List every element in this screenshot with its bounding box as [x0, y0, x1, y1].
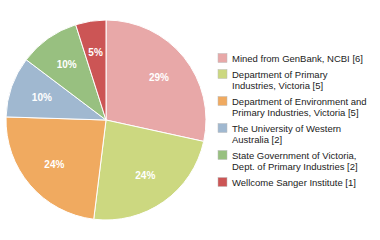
legend-label: Department of Environment andPrimary Ind… — [232, 96, 367, 118]
legend-label-line: Mined from GenBank, NCBI [6] — [232, 53, 363, 64]
legend-item: State Government of Victoria,Dept. of Pr… — [218, 150, 358, 172]
legend-label-line: Department of Environment and — [232, 96, 367, 107]
pie-slice — [94, 120, 204, 220]
legend-swatch — [218, 97, 227, 106]
legend-swatch — [218, 124, 227, 133]
legend-label-line: Industries, Victoria [5] — [232, 80, 323, 91]
data-label: 24% — [135, 170, 155, 181]
legend-swatch — [218, 70, 227, 79]
legend-item: Wellcome Sanger Institute [1] — [218, 177, 356, 188]
legend-label-line: Department of Primary — [232, 69, 328, 80]
legend-item: Mined from GenBank, NCBI [6] — [218, 53, 363, 64]
legend-item: The University of WesternAustralia [2] — [218, 123, 341, 145]
legend-label-line: State Government of Victoria, — [232, 150, 356, 161]
data-label: 29% — [149, 72, 169, 83]
data-label: 10% — [57, 59, 77, 70]
legend-label: Wellcome Sanger Institute [1] — [232, 177, 356, 188]
legend-label: The University of WesternAustralia [2] — [232, 123, 341, 145]
data-label: 10% — [32, 92, 52, 103]
legend-label: State Government of Victoria,Dept. of Pr… — [232, 150, 358, 172]
pie-slice — [6, 117, 106, 219]
pie — [6, 20, 206, 220]
legend-label-line: Primary Industries, Victoria [5] — [232, 107, 359, 118]
legend: Mined from GenBank, NCBI [6] Department o… — [218, 53, 367, 188]
legend-label-line: Wellcome Sanger Institute [1] — [232, 177, 356, 188]
data-labels: 29% 24% 24% 10% 10% 5% — [32, 47, 169, 181]
legend-item: Department of PrimaryIndustries, Victori… — [218, 69, 328, 91]
legend-swatch — [218, 54, 227, 63]
legend-label: Mined from GenBank, NCBI [6] — [232, 53, 363, 64]
legend-swatch — [218, 178, 227, 187]
legend-swatch — [218, 151, 227, 160]
data-label: 24% — [44, 159, 64, 170]
chart: 29% 24% 24% 10% 10% 5% Mined from GenBank, NCB… — [0, 0, 380, 240]
data-label: 5% — [88, 47, 103, 58]
pie-slice — [76, 20, 106, 120]
legend-label-line: The University of Western — [232, 123, 341, 134]
legend-item: Department of Environment andPrimary Ind… — [218, 96, 367, 118]
legend-label: Department of PrimaryIndustries, Victori… — [232, 69, 328, 91]
legend-label-line: Dept. of Primary Industries [2] — [232, 161, 358, 172]
legend-label-line: Australia [2] — [232, 134, 282, 145]
